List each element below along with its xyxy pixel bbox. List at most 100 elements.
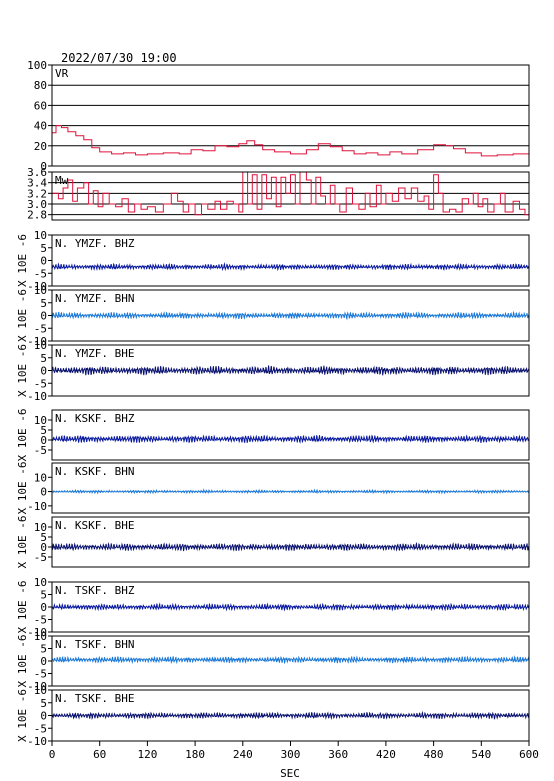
series-line-3 bbox=[52, 310, 529, 321]
ytick-label-1-2: 3.2 bbox=[27, 187, 47, 200]
panel-label-8: N. TSKF. BHZ bbox=[55, 584, 135, 597]
ytick-label-3-2: 0 bbox=[40, 310, 47, 323]
xtick-label-7: 420 bbox=[376, 748, 396, 761]
panel-frame-6 bbox=[51, 462, 530, 514]
xtick-label-1: 60 bbox=[93, 748, 106, 761]
ytick-label-8-2: 0 bbox=[40, 601, 47, 614]
ytick-label-1-3: 3.4 bbox=[27, 177, 47, 190]
ytick-label-8-0: -10 bbox=[27, 626, 47, 639]
panel-label-10: N. TSKF. BHE bbox=[55, 692, 134, 705]
panels-group: 020406080100VR2.83.03.23.43.6Mw-10-50510… bbox=[16, 59, 530, 748]
ytick-label-0-3: 60 bbox=[34, 99, 47, 112]
y-axis-label-9: X 10E -6 bbox=[16, 635, 29, 688]
ytick-label-4-3: 5 bbox=[40, 352, 47, 365]
panel-label-3: N. YMZF. BHN bbox=[55, 292, 134, 305]
panel-6: -100 10 N. KSKF. BHN bbox=[27, 462, 530, 514]
ytick-label-7-3: 10 bbox=[34, 521, 47, 534]
xtick-label-10: 600 bbox=[519, 748, 539, 761]
series-line-8 bbox=[52, 602, 529, 612]
ytick-label-10-3: 5 bbox=[40, 697, 47, 710]
xtick-label-9: 540 bbox=[471, 748, 491, 761]
series-line-9 bbox=[52, 655, 529, 665]
series-line-7 bbox=[52, 541, 529, 552]
panel-label-6: N. KSKF. BHN bbox=[55, 465, 134, 478]
ytick-label-2-2: 0 bbox=[40, 255, 47, 268]
ytick-label-10-4: 10 bbox=[34, 684, 47, 697]
ytick-label-9-4: 10 bbox=[34, 630, 47, 643]
ytick-label-0-0: 0 bbox=[40, 160, 47, 173]
ytick-label-7-2: 5 bbox=[40, 531, 47, 544]
ytick-label-5-3: 10 bbox=[34, 414, 47, 427]
ytick-label-9-1: -5 bbox=[34, 668, 47, 681]
ytick-label-7-1: 0 bbox=[40, 541, 47, 554]
panel-label-5: N. KSKF. BHZ bbox=[55, 412, 135, 425]
ytick-label-1-4: 3.6 bbox=[27, 166, 47, 179]
xtick-label-5: 300 bbox=[281, 748, 301, 761]
ytick-label-4-2: 0 bbox=[40, 365, 47, 378]
ytick-label-8-3: 5 bbox=[40, 589, 47, 602]
panel-label-2: N. YMZF. BHZ bbox=[55, 237, 135, 250]
panel-frame-4 bbox=[51, 344, 530, 397]
ytick-label-5-1: 0 bbox=[40, 434, 47, 447]
xtick-label-6: 360 bbox=[328, 748, 348, 761]
ytick-label-7-0: -5 bbox=[34, 551, 47, 564]
panel-0: 0 20 40 60 80 100 VR bbox=[27, 59, 530, 173]
ytick-label-2-3: 5 bbox=[40, 242, 47, 255]
y-axis-label-10: X 10E -6 bbox=[16, 689, 29, 742]
ytick-label-9-0: -10 bbox=[27, 680, 47, 693]
series-line-0 bbox=[52, 125, 529, 157]
y-axis-label-2: X 10E -6 bbox=[16, 234, 29, 287]
y-axis-label-6: X 10E -6 bbox=[16, 462, 29, 515]
ytick-label-4-4: 10 bbox=[34, 339, 47, 352]
panel-frame-5 bbox=[51, 409, 530, 461]
ytick-label-8-4: 10 bbox=[34, 576, 47, 589]
xtick-label-3: 180 bbox=[185, 748, 205, 761]
ytick-label-5-0: -5 bbox=[34, 444, 47, 457]
series-line-6 bbox=[52, 488, 529, 495]
ytick-label-9-2: 0 bbox=[40, 655, 47, 668]
ytick-label-10-1: -5 bbox=[34, 722, 47, 735]
panel-label-7: N. KSKF. BHE bbox=[55, 519, 134, 532]
ytick-label-1-1: 3.0 bbox=[27, 198, 47, 211]
timestamp-label: 2022/07/30 19:00 bbox=[61, 51, 177, 65]
panel-1: 2.83.03.23.43.6 Mw bbox=[27, 166, 530, 222]
panel-label-9: N. TSKF. BHN bbox=[55, 638, 134, 651]
series-line-1 bbox=[52, 172, 529, 216]
ytick-label-2-1: -5 bbox=[34, 267, 47, 280]
panel-frame-1 bbox=[51, 171, 530, 221]
ytick-label-0-5: 100 bbox=[27, 59, 47, 72]
xtick-label-2: 120 bbox=[137, 748, 157, 761]
ytick-label-0-2: 40 bbox=[34, 120, 47, 133]
panel-label-1: Mw bbox=[55, 174, 69, 187]
panel-label-0: VR bbox=[55, 67, 69, 80]
panel-frame-9 bbox=[51, 635, 530, 687]
xtick-label-8: 480 bbox=[424, 748, 444, 761]
ytick-label-1-0: 2.8 bbox=[27, 209, 47, 222]
xtick-label-4: 240 bbox=[233, 748, 253, 761]
ytick-label-3-0: -10 bbox=[27, 335, 47, 348]
ytick-label-2-4: 10 bbox=[34, 229, 47, 242]
ytick-label-5-2: 5 bbox=[40, 424, 47, 437]
series-line-2 bbox=[52, 262, 529, 272]
panel-frame-2 bbox=[51, 234, 530, 287]
panel-frame-0 bbox=[51, 64, 530, 167]
ytick-label-10-2: 0 bbox=[40, 710, 47, 723]
y-axis-label-4: X 10E -6 bbox=[16, 344, 29, 397]
xtick-label-0: 0 bbox=[49, 748, 56, 761]
ytick-label-4-1: -5 bbox=[34, 377, 47, 390]
ytick-label-6-2: 10 bbox=[34, 471, 47, 484]
ytick-label-4-0: -10 bbox=[27, 390, 47, 403]
ytick-label-10-0: -10 bbox=[27, 735, 47, 748]
panel-label-4: N. YMZF. BHE bbox=[55, 347, 134, 360]
ytick-label-2-0: -10 bbox=[27, 280, 47, 293]
y-axis-label-7: X 10E -6 bbox=[16, 516, 29, 569]
ytick-label-6-0: -10 bbox=[27, 500, 47, 513]
